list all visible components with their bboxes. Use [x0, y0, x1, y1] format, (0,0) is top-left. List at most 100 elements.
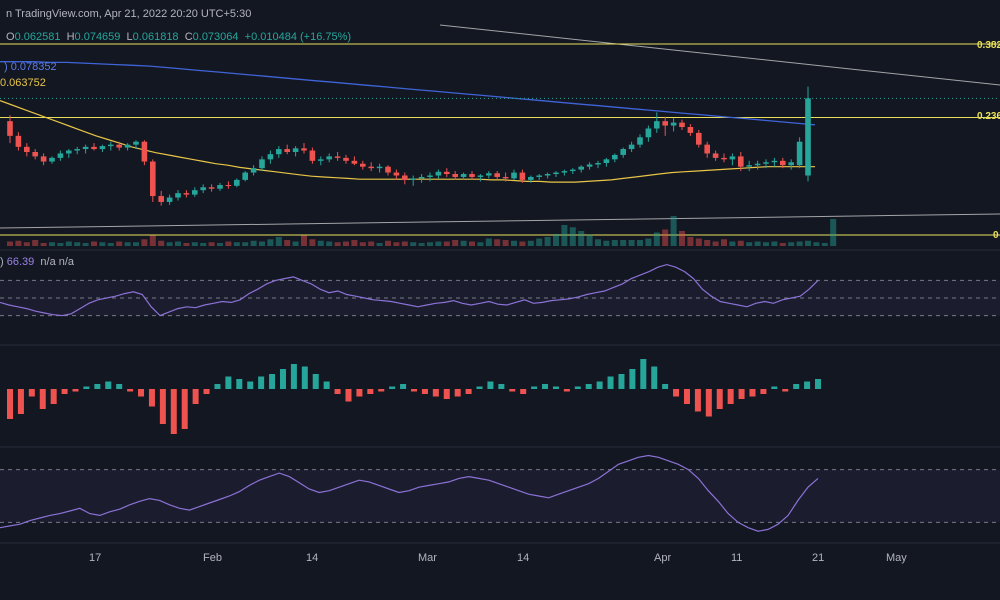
volume-bar [796, 241, 803, 246]
x-tick-label: 17 [89, 552, 102, 564]
histogram-bar [290, 364, 297, 389]
candle-body [376, 166, 383, 169]
candle-body [427, 175, 433, 177]
candle-body [586, 164, 593, 167]
candle-body [192, 190, 198, 195]
ohlc-readout: O0.062581 H0.074659 L0.061818 C0.073064 … [6, 31, 352, 43]
volume-bar [91, 241, 97, 246]
volume-bar [82, 243, 89, 246]
volume-bar [141, 239, 148, 246]
candle-body [418, 176, 425, 179]
histogram-bar [356, 389, 363, 397]
candle-body [620, 149, 626, 155]
high-value: 0.074659 [74, 31, 121, 43]
volume-bar [166, 242, 173, 246]
candle-body [452, 174, 458, 177]
ma-slow-readout: ) 0.078352 [4, 61, 57, 73]
volume-bar [401, 241, 408, 246]
candle-body [301, 148, 307, 151]
volume-bar [284, 240, 291, 246]
x-tick-label: 14 [517, 552, 530, 564]
volume-bar [595, 239, 601, 246]
x-tick-label: 11 [731, 552, 743, 564]
fib-label-0236: 0.236 [977, 111, 1000, 122]
volume-bar [754, 241, 761, 246]
candle-body [460, 174, 467, 177]
candle-body [158, 196, 164, 202]
candle-body [267, 154, 274, 160]
volume-bar [107, 243, 114, 246]
x-tick-label: Apr [654, 552, 672, 564]
candle-body [318, 159, 324, 161]
descending-trendline [439, 24, 1000, 86]
histogram-bar [116, 384, 123, 389]
oscillator-line [0, 454, 819, 532]
histogram-bar [203, 389, 210, 394]
ma-fast-value: 0.063752 [0, 77, 46, 89]
volume-bar [729, 241, 736, 246]
volume-bar [385, 240, 391, 246]
histogram-bar [454, 389, 461, 397]
x-tick-label: May [886, 552, 907, 564]
rsi-na: n/a n/a [40, 256, 75, 268]
histogram-bar [673, 389, 680, 397]
ma-fast-line [0, 100, 815, 183]
source-label: n TradingView.com, Apr 21, 2022 20:20 UT… [6, 8, 252, 20]
histogram-bar [694, 389, 701, 412]
volume-bar [334, 242, 341, 246]
volume-bar [149, 235, 156, 246]
candle-body [561, 171, 568, 173]
candle-body [284, 149, 290, 152]
histogram-bar [148, 389, 155, 407]
histogram-bar [782, 389, 789, 392]
volume-bar [57, 243, 64, 246]
candle-body [796, 141, 803, 166]
volume-bar [309, 239, 316, 246]
volume-bar [49, 242, 55, 246]
volume-bar [662, 229, 669, 246]
histogram-bar [279, 369, 286, 389]
histogram-bar [804, 381, 811, 389]
volume-bar [133, 242, 139, 246]
candle-body [292, 148, 299, 152]
histogram-bar [312, 374, 319, 389]
volume-bar [620, 240, 627, 246]
candle-body [763, 162, 769, 164]
candle-body [108, 144, 114, 147]
candle-body [519, 172, 526, 180]
candle-body [24, 146, 30, 152]
histogram-bar [815, 379, 821, 389]
candle-body [334, 156, 341, 158]
rsi-line [0, 263, 819, 317]
volume-bar [351, 240, 358, 246]
volume-bar [494, 239, 501, 246]
volume-bar [645, 238, 652, 246]
candle-body [234, 179, 240, 186]
candle-body [788, 162, 794, 166]
histogram-bar [72, 389, 79, 392]
support-trendline [0, 213, 1000, 229]
histogram-bar [323, 381, 330, 389]
candle-body [662, 121, 668, 126]
volume-bar [653, 232, 660, 246]
rsi-readout: ) 66.39 n/a n/a [0, 256, 75, 268]
candle-body [385, 166, 391, 173]
volume-bar [233, 242, 240, 246]
candle-body [7, 121, 13, 136]
x-tick-label: Mar [418, 552, 437, 564]
volume-bar [301, 235, 307, 246]
candle-body [326, 156, 332, 160]
histogram-bar [367, 389, 374, 394]
candle-body [536, 175, 542, 177]
histogram-bar [378, 389, 385, 392]
candle-body [133, 141, 139, 145]
histogram-bar [127, 389, 134, 392]
volume-bar [23, 242, 30, 246]
volume-bar [578, 231, 585, 246]
histogram-bar [563, 389, 570, 392]
candle-body [444, 171, 450, 175]
candle-body [259, 159, 265, 169]
candle-body [74, 149, 80, 151]
